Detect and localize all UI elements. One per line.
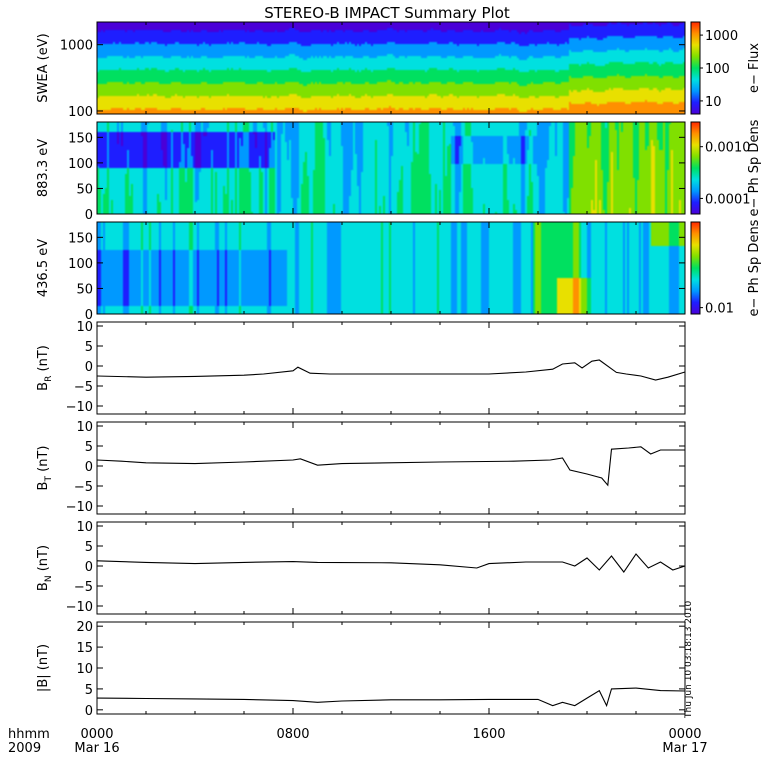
y-tick-label: 0 bbox=[85, 704, 93, 719]
x-tick-label: 0800 bbox=[276, 727, 309, 742]
panel-1: 1000 100 10 e− Flux 100 1000 SWEA (eV) bbox=[36, 21, 762, 120]
colorbar-label: e− Ph Sp Dens bbox=[747, 219, 762, 316]
y-tick-label: 15 bbox=[76, 641, 93, 656]
y-tick-label: 10 bbox=[76, 520, 93, 535]
colorbar-tick-label: 0.0010 bbox=[705, 141, 751, 156]
y-tick-label: −5 bbox=[74, 480, 93, 495]
y-tick-label: −10 bbox=[66, 600, 93, 615]
y-tick-label: 50 bbox=[76, 282, 93, 297]
y-tick-label: −5 bbox=[74, 380, 93, 395]
y-axis-label: BT (nT) bbox=[36, 446, 54, 491]
panel-4: 10 5 0 −5 −10 BR (nT) bbox=[36, 320, 686, 415]
y-axis-label: BN (nT) bbox=[36, 545, 54, 591]
y-tick-label: 10 bbox=[76, 420, 93, 435]
y-tick-label: 100 bbox=[68, 257, 93, 272]
chart-title: STEREO-B IMPACT Summary Plot bbox=[264, 4, 510, 22]
trace-line bbox=[96, 359, 686, 381]
trace-line bbox=[96, 687, 686, 708]
y-tick-label: 10 bbox=[76, 662, 93, 677]
y-tick-label: 0 bbox=[85, 308, 93, 323]
y-axis-label: 883.3 eV bbox=[36, 139, 51, 197]
heatmap-image bbox=[97, 22, 685, 114]
colorbar-tick-label: 0.0001 bbox=[705, 192, 751, 207]
x-date-label: Mar 16 bbox=[74, 741, 119, 756]
y-axis-label: BR (nT) bbox=[36, 345, 54, 391]
y-tick-label: 5 bbox=[85, 440, 93, 455]
colorbar-label: e− Flux bbox=[747, 43, 762, 93]
y-tick-label: 1000 bbox=[60, 39, 93, 54]
colorbar-label: e− Ph Sp Dens bbox=[747, 119, 762, 216]
y-tick-label: 150 bbox=[68, 131, 93, 146]
x-tick-label: 0000 bbox=[668, 727, 701, 742]
colorbar bbox=[691, 22, 700, 114]
y-tick-label: 5 bbox=[85, 540, 93, 555]
x-date-label: Mar 17 bbox=[662, 741, 707, 756]
y-tick-label: 0 bbox=[85, 560, 93, 575]
footer-hhmm: hhmm bbox=[8, 727, 50, 742]
y-axis-label: 436.5 eV bbox=[36, 239, 51, 297]
x-tick-label: 1600 bbox=[472, 727, 505, 742]
y-tick-label: 150 bbox=[68, 231, 93, 246]
y-tick-label: 100 bbox=[68, 105, 93, 120]
colorbar bbox=[691, 122, 700, 214]
colorbar-tick-label: 1000 bbox=[705, 29, 738, 44]
y-tick-label: −10 bbox=[66, 500, 93, 515]
y-tick-label: 0 bbox=[85, 460, 93, 475]
y-axis-label: |B| (nT) bbox=[36, 644, 51, 692]
y-tick-label: −5 bbox=[74, 580, 93, 595]
y-tick-label: −10 bbox=[66, 400, 93, 415]
colorbar-tick-label: 10 bbox=[705, 95, 722, 110]
y-tick-label: 20 bbox=[76, 620, 93, 635]
trace-line bbox=[96, 446, 685, 487]
y-axis-label: SWEA (eV) bbox=[36, 33, 51, 102]
x-tick-label: 0000 bbox=[80, 727, 113, 742]
heatmap-image bbox=[97, 122, 685, 214]
generation-timestamp: Thu Jun 10 03:18:13 2010 bbox=[684, 601, 694, 719]
y-tick-label: 10 bbox=[76, 320, 93, 335]
footer-year: 2009 bbox=[8, 741, 41, 756]
panel-6: 10 5 0 −5 −10 BN (nT) bbox=[36, 520, 686, 615]
panel-3: 0.01 e− Ph Sp Dens 0 50 100 150 436.5 eV bbox=[36, 219, 762, 323]
y-tick-label: 100 bbox=[68, 157, 93, 172]
y-tick-label: 0 bbox=[85, 360, 93, 375]
colorbar-tick-label: 0.01 bbox=[705, 302, 734, 317]
colorbar-frame bbox=[690, 121, 701, 215]
y-tick-label: 5 bbox=[85, 340, 93, 355]
trace-line bbox=[96, 553, 686, 573]
y-tick-label: 5 bbox=[85, 683, 93, 698]
panel-frame bbox=[96, 421, 686, 515]
y-tick-label: 50 bbox=[76, 182, 93, 197]
colorbar-tick-label: 100 bbox=[705, 62, 730, 77]
colorbar-frame bbox=[690, 221, 701, 315]
colorbar bbox=[691, 222, 700, 314]
panel-5: 10 5 0 −5 −10 BT (nT) bbox=[36, 420, 686, 515]
panel-frame bbox=[96, 321, 686, 415]
heatmap-image bbox=[97, 222, 685, 314]
panel-7: 20 15 10 5 0 |B| (nT) bbox=[36, 620, 686, 719]
y-tick-label: 0 bbox=[85, 208, 93, 223]
